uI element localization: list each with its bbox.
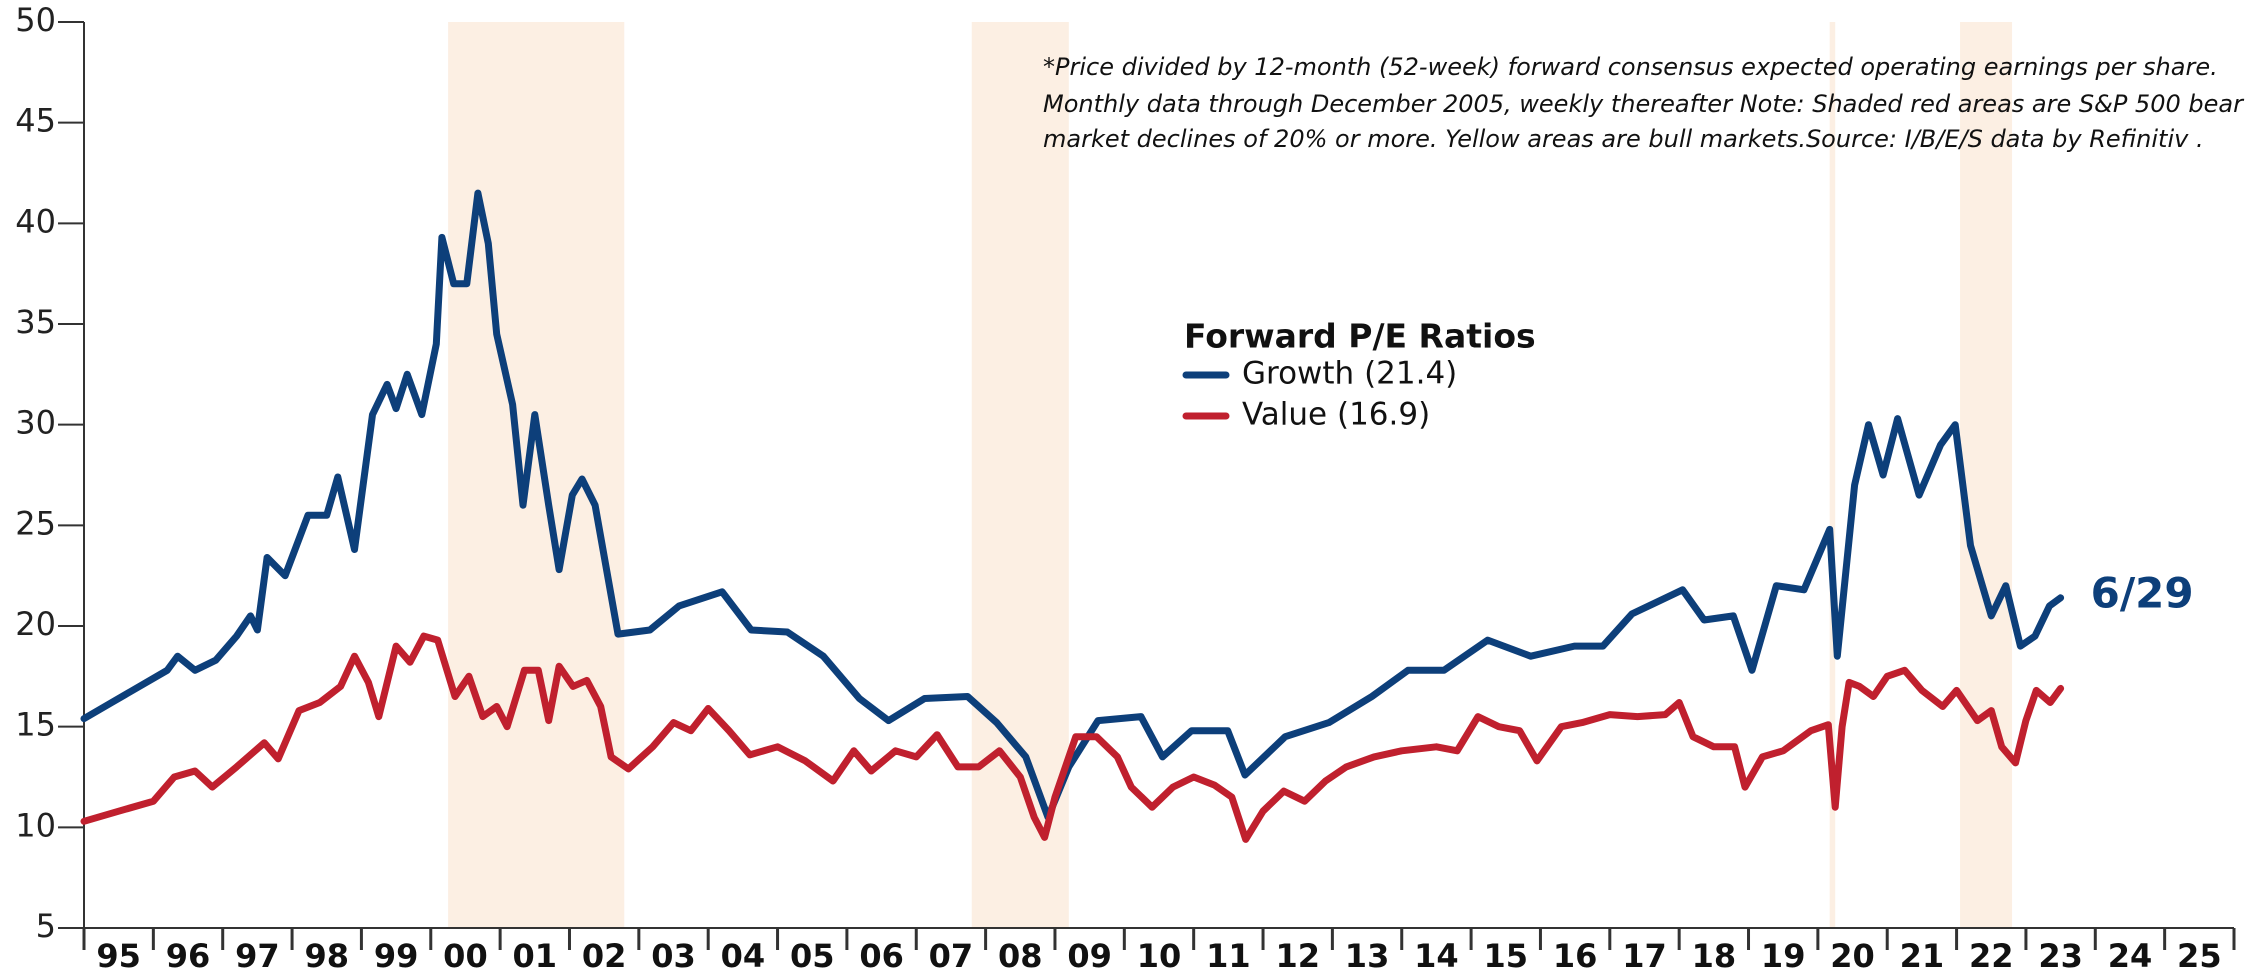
x-tick-label: 99 (374, 937, 419, 973)
x-tick-label: 23 (2038, 937, 2083, 973)
x-tick-label: 96 (166, 937, 211, 973)
x-tick-label: 18 (1692, 937, 1737, 973)
y-tick-label: 5 (36, 907, 56, 945)
x-tick-label: 11 (1206, 937, 1251, 973)
x-tick-label: 16 (1553, 937, 1598, 973)
y-tick-label: 25 (15, 504, 56, 542)
footnote: market declines of 20% or more. Yellow a… (1043, 125, 2204, 153)
legend-title: Forward P/E Ratios (1184, 317, 1536, 356)
x-tick-label: 02 (582, 937, 627, 973)
series-line (80, 632, 2065, 843)
x-tick-label: 22 (1969, 937, 2014, 973)
x-tick-label: 25 (2177, 937, 2222, 973)
x-tick-label: 97 (235, 937, 280, 973)
x-tick-label: 08 (998, 937, 1043, 973)
x-tick-label: 09 (1067, 937, 1112, 973)
y-tick-label: 45 (15, 102, 56, 140)
y-tick-label: 35 (15, 303, 56, 341)
bear-market-shade (1829, 22, 1836, 928)
legend-label: Value (16.9) (1242, 397, 1430, 433)
x-tick-label: 98 (304, 937, 349, 973)
end-label: 6/29 (2091, 568, 2194, 617)
x-tick-label: 13 (1345, 937, 1390, 973)
x-tick-label: 03 (651, 937, 696, 973)
x-tick-label: 07 (929, 937, 974, 973)
y-tick-label: 20 (15, 605, 56, 643)
x-tick-label: 17 (1622, 937, 1667, 973)
series-line (80, 189, 2065, 821)
x-tick-label: 24 (2108, 937, 2153, 973)
x-tick-label: 12 (1275, 937, 1320, 973)
footnote: Monthly data through December 2005, week… (1043, 90, 2245, 118)
legend-label: Growth (21.4) (1242, 356, 1457, 392)
x-tick-label: 21 (1900, 937, 1945, 973)
x-tick-label: 14 (1414, 937, 1459, 973)
bear-market-shade (448, 22, 625, 928)
x-tick-label: 06 (859, 937, 904, 973)
footnote: *Price divided by 12-month (52-week) for… (1043, 53, 2218, 81)
y-tick-label: 30 (15, 404, 56, 442)
x-tick-label: 20 (1830, 937, 1875, 973)
x-tick-label: 04 (721, 937, 766, 973)
x-tick-label: 00 (443, 937, 488, 973)
x-tick-label: 19 (1761, 937, 1806, 973)
x-tick-label: 05 (790, 937, 835, 973)
x-tick-label: 10 (1137, 937, 1182, 973)
bear-market-shade (1960, 22, 2013, 928)
y-tick-label: 50 (15, 1, 56, 39)
shading (448, 22, 2013, 928)
y-tick-label: 15 (15, 706, 56, 744)
x-tick-label: 15 (1484, 937, 1529, 973)
y-tick-label: 10 (15, 806, 56, 844)
x-tick-label: 01 (513, 937, 558, 973)
x-tick-label: 95 (96, 937, 141, 973)
y-tick-label: 40 (15, 202, 56, 240)
